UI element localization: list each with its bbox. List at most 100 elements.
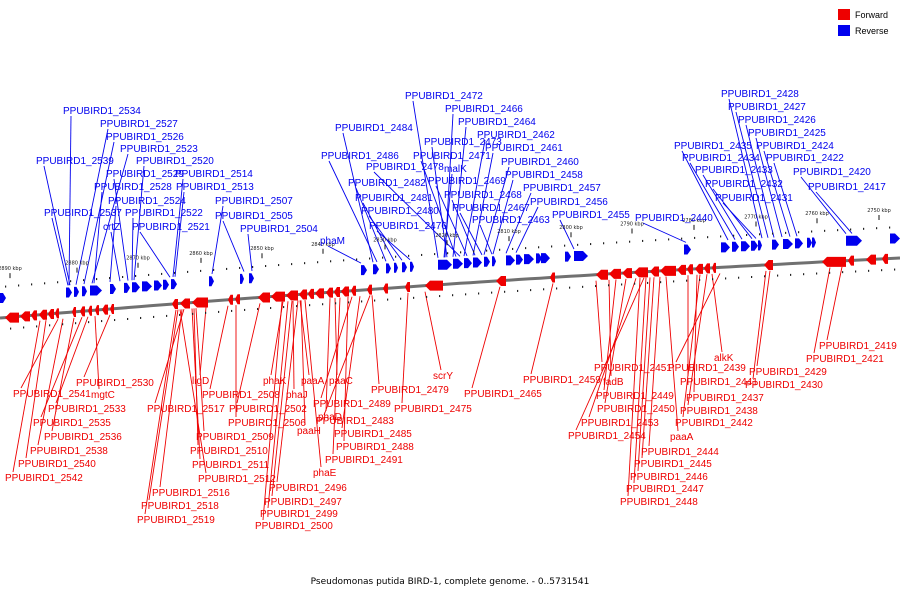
reverse-leader-line — [420, 160, 457, 257]
reverse-leader-line — [172, 178, 184, 278]
minor-tick — [135, 274, 137, 277]
reverse-gene-arrow — [110, 283, 116, 294]
forward-leader-line — [401, 292, 409, 404]
minor-tick — [244, 308, 246, 311]
reverse-leader-line — [505, 192, 532, 254]
forward-leader-line — [637, 277, 651, 472]
forward-gene-label: PPUBIRD1_2542 — [5, 473, 83, 484]
forward-gene-arrow — [712, 262, 716, 273]
reverse-gene-label: PPUBIRD1_2425 — [748, 128, 826, 139]
reverse-gene-label: PPUBIRD1_2463 — [472, 215, 550, 226]
minor-tick — [408, 254, 410, 257]
reverse-leader-line — [681, 150, 729, 241]
reverse-leader-line — [412, 100, 439, 258]
forward-gene-label: PPUBIRD1_2439 — [668, 363, 746, 374]
reverse-gene-label: PPUBIRD1_2480 — [361, 206, 439, 217]
reverse-gene-label: PPUBIRD1_2529 — [106, 169, 184, 180]
forward-leader-line — [51, 317, 75, 432]
forward-gene-arrow — [31, 310, 37, 321]
forward-gene-arrow — [39, 309, 47, 320]
reverse-gene-label: PPUBIRD1_2473 — [424, 137, 502, 148]
forward-leader-line — [262, 301, 283, 521]
forward-gene-label: paaA — [301, 376, 325, 387]
forward-gene-label: PPUBIRD1_2518 — [141, 501, 219, 512]
forward-leader-line — [575, 277, 645, 431]
reverse-gene-arrow — [772, 239, 779, 250]
forward-leader-line — [300, 300, 306, 426]
scale-tick-label: 2780 kbp — [682, 218, 706, 224]
forward-gene-arrow — [596, 269, 608, 280]
forward-gene-label: PPUBIRD1_2502 — [229, 404, 307, 415]
reverse-leader-line — [443, 173, 453, 258]
minor-tick — [31, 283, 33, 286]
minor-tick — [694, 236, 696, 239]
minor-tick — [304, 262, 306, 265]
reverse-leader-line — [174, 191, 185, 277]
minor-tick — [590, 243, 592, 246]
reverse-gene-label: PPUBIRD1_2468 — [444, 190, 522, 201]
minor-tick — [824, 229, 826, 232]
reverse-leader-line — [133, 165, 145, 281]
forward-gene-arrow — [172, 299, 178, 310]
scale-tick-label: 2810 kbp — [497, 229, 521, 235]
forward-leader-line — [55, 316, 89, 404]
minor-tick — [96, 278, 98, 281]
reverse-gene-labels: PPUBIRD1_2534PPUBIRD1_2527PPUBIRD1_2526P… — [36, 89, 886, 247]
forward-gene-arrow — [308, 288, 314, 299]
forward-gene-label: PPUBIRD1_2475 — [394, 404, 472, 415]
reverse-gene-label: PPUBIRD1_2539 — [36, 156, 114, 167]
forward-leader-line — [693, 274, 698, 393]
minor-tick — [10, 327, 12, 330]
reverse-gene-arrow — [249, 273, 254, 284]
forward-gene-label: PPUBIRD1_2535 — [33, 418, 111, 429]
minor-tick — [491, 291, 493, 294]
reverse-gene-label: PPUBIRD1_2514 — [175, 169, 253, 180]
minor-tick — [283, 306, 285, 309]
reverse-gene-arrow — [394, 262, 398, 273]
minor-tick — [876, 227, 878, 230]
forward-leader-line — [195, 308, 205, 432]
reverse-gene-arrow — [402, 262, 407, 273]
reverse-leader-line — [355, 187, 387, 262]
minor-tick — [330, 260, 332, 263]
reverse-leader-line — [745, 124, 775, 238]
forward-gene-label: PPUBIRD1_2512 — [198, 474, 276, 485]
forward-gene-label: PPUBIRD1_2446 — [630, 472, 708, 483]
forward-gene-arrow — [650, 266, 659, 277]
reverse-gene-label: PPUBIRD1_2524 — [108, 196, 186, 207]
forward-gene-label: PPUBIRD1_2530 — [76, 378, 154, 389]
forward-gene-label: PPUBIRD1_2445 — [634, 459, 712, 470]
minor-tick — [179, 313, 181, 316]
reverse-gene-label: PPUBIRD1_2478 — [366, 162, 444, 173]
reverse-gene-label: PPUBIRD1_2504 — [240, 224, 318, 235]
minor-tick — [725, 277, 727, 280]
minor-tick — [673, 280, 675, 283]
reverse-gene-label: PPUBIRD1_2527 — [100, 119, 178, 130]
reverse-gene-label: PPUBIRD1_2520 — [136, 156, 214, 167]
reverse-leader-line — [131, 217, 134, 281]
reverse-leader-line — [211, 205, 224, 275]
minor-tick — [647, 281, 649, 284]
minor-tick — [564, 244, 566, 247]
minor-tick — [616, 241, 618, 244]
minor-tick — [109, 277, 111, 280]
forward-gene-label: paaA — [670, 432, 694, 443]
legend-swatch — [838, 25, 850, 36]
forward-gene-label: PPUBIRD1_2497 — [264, 497, 342, 508]
reverse-gene-arrow — [361, 265, 367, 276]
minor-tick — [83, 279, 85, 282]
minor-tick — [75, 322, 77, 325]
minor-tick — [49, 324, 51, 327]
reverse-gene-arrow — [373, 264, 379, 275]
reverse-gene-arrow — [516, 254, 523, 265]
minor-tick — [733, 234, 735, 237]
forward-gene-label: PPUBIRD1_2441 — [680, 377, 758, 388]
reverse-leader-line — [431, 146, 448, 258]
forward-gene-label: PPUBIRD1_2450 — [597, 404, 675, 415]
forward-leader-line — [209, 305, 229, 390]
reverse-gene-arrow — [807, 237, 812, 248]
minor-tick — [668, 238, 670, 241]
reverse-gene-label: PPUBIRD1_2526 — [106, 132, 184, 143]
minor-tick — [252, 265, 254, 268]
forward-gene-label: PPUBIRD1_2516 — [152, 488, 230, 499]
